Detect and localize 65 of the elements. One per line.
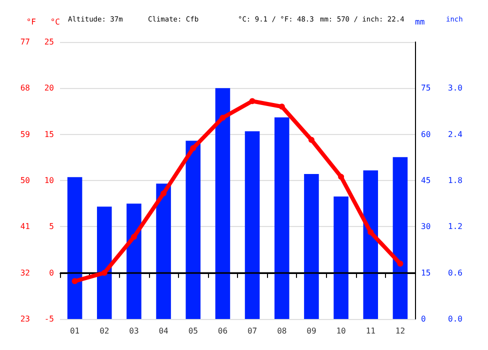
y3-tick-label: 59 <box>20 130 30 139</box>
bar <box>67 177 82 319</box>
y-tick-label: 15 <box>44 130 54 139</box>
point <box>72 278 78 284</box>
bar <box>156 184 171 319</box>
y3-tick-label: 77 <box>20 38 30 46</box>
text: 2.4 <box>448 130 463 139</box>
y-tick-label: 20 <box>44 84 54 93</box>
y2-tick-label: 60 <box>421 130 431 139</box>
text: 1.8 <box>448 176 463 185</box>
y2-tick-label: 15 <box>421 268 431 278</box>
point <box>278 104 285 110</box>
point <box>249 98 256 104</box>
y3-tick-label: 41 <box>20 222 30 232</box>
y-tick-label: -5 <box>44 314 54 324</box>
x-tick-label: 03 <box>129 326 139 336</box>
y2-tick-label: 45 <box>421 176 431 185</box>
y-axis-title: °C <box>50 18 60 26</box>
point <box>397 260 404 267</box>
x-tick-label: 08 <box>277 326 287 336</box>
point <box>190 145 196 152</box>
y-tick-label: 5 <box>49 222 54 232</box>
bar <box>392 157 408 319</box>
point <box>338 174 344 180</box>
y2-tick-label: 75 <box>421 84 431 93</box>
point <box>220 114 226 121</box>
bar <box>96 206 112 319</box>
x-tick-label: 12 <box>395 326 406 336</box>
bar <box>186 140 201 319</box>
y3-tick-label: 50 <box>20 176 30 185</box>
point <box>160 190 167 196</box>
x-tick-label: 02 <box>100 326 110 336</box>
point <box>368 229 374 236</box>
y-tick-label: 25 <box>44 38 54 46</box>
x-tick-label: 05 <box>188 326 198 336</box>
bar <box>304 174 319 319</box>
y-tick-label: 10 <box>44 176 54 185</box>
text: 0.6 <box>448 268 463 278</box>
text: 3.0 <box>448 84 463 93</box>
x-tick-label: 07 <box>247 326 258 336</box>
bar <box>215 88 230 319</box>
y3-tick-label: 32 <box>20 268 30 278</box>
y3-tick-label: 23 <box>20 314 30 324</box>
bar <box>363 170 378 319</box>
text: 0.0 <box>448 314 463 324</box>
x-tick-label: 09 <box>306 326 316 336</box>
x-tick-label: 06 <box>218 326 228 336</box>
point <box>130 234 137 240</box>
point <box>101 270 108 276</box>
text: 1.2 <box>448 222 463 232</box>
bar <box>274 117 290 319</box>
x-tick-label: 10 <box>336 326 346 336</box>
y3-tick-label: 68 <box>20 84 30 93</box>
bar <box>126 204 142 319</box>
y2-tick-label: 0 <box>421 314 426 324</box>
y2-tick-label: 30 <box>421 222 431 232</box>
y2-axis-title: mm <box>415 18 425 26</box>
bar <box>334 196 348 319</box>
bar <box>244 131 260 319</box>
y-tick-label: 0 <box>49 268 54 278</box>
point <box>308 136 314 143</box>
x-tick-label: 11 <box>366 326 376 336</box>
y3-axis-title: °F <box>26 18 36 26</box>
x-tick-label: 04 <box>158 326 169 336</box>
x-tick-label: 01 <box>70 326 80 336</box>
